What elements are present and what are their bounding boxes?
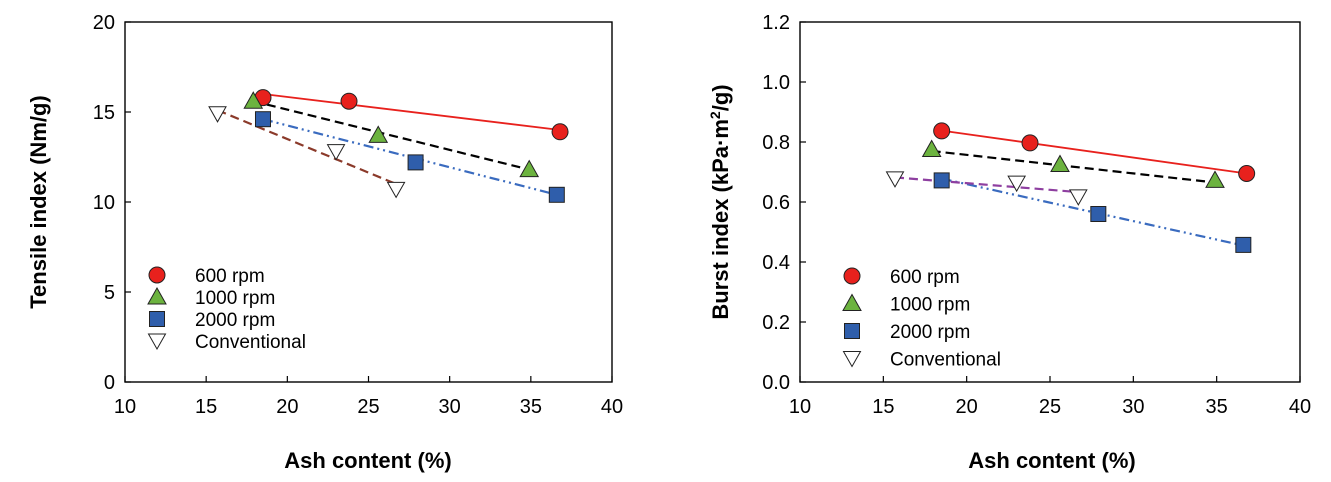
y-tick-label: 15 [93,102,115,124]
y-tick-label: 0.8 [762,132,790,154]
x-tick-label: 15 [872,396,894,418]
data-point [548,186,565,203]
data-point [254,111,271,128]
legend-marker [149,311,165,327]
y-ticks: 0.0 0.2 0.4 0.6 0.8 1.0 1.2 [762,12,806,394]
burst-chart: 10 15 20 25 30 35 40 0.0 0.2 0.4 0.6 0.8 1.0 1.2 600… [707,12,1311,473]
legend-label: 1000 rpm [890,295,970,316]
fit-line [262,93,561,131]
legend-marker [842,351,862,368]
data-point [326,144,346,161]
x-tick-label: 40 [601,396,623,418]
data-point [885,171,905,188]
data-point [551,123,569,141]
x-tick-label: 20 [276,396,298,418]
data-point [1090,206,1107,222]
x-ticks: 10 15 20 25 30 35 40 [789,376,1311,418]
y-tick-label: 1.2 [762,12,790,34]
x-ticks: 10 15 20 25 30 35 40 [114,376,623,418]
x-tick-label: 35 [520,396,542,418]
fit-line [894,176,1079,194]
y-ticks: 0 5 10 15 20 [93,12,131,394]
fit-lines [217,93,561,196]
y-axis-title-end: /g) [708,84,733,111]
data-point [1235,236,1252,253]
x-tick-label: 10 [789,396,811,418]
legend-label: 1000 rpm [195,288,275,309]
data-point [1238,165,1256,182]
x-tick-label: 35 [1206,396,1228,418]
y-tick-label: 0.6 [762,192,790,214]
y-tick-label: 10 [93,192,115,214]
legend-marker [147,333,167,351]
data-point [1021,134,1039,152]
data-point [407,154,424,171]
x-tick-label: 30 [1122,396,1144,418]
data-markers [208,89,569,203]
fit-line [941,129,1247,175]
data-point [386,181,406,199]
y-tick-label: 1.0 [762,72,790,94]
legend-marker [842,293,862,311]
y-tick-label: 20 [93,12,115,34]
legend-marker [843,267,861,285]
data-point [519,159,540,178]
x-tick-label: 20 [956,396,978,418]
legend-label: Conventional [890,350,1001,371]
y-tick-label: 0.2 [762,312,790,334]
x-tick-label: 25 [357,396,379,418]
data-markers [885,122,1256,253]
x-tick-label: 15 [195,396,217,418]
data-point [1007,175,1027,193]
fit-line [931,149,1216,184]
data-point [243,91,264,109]
y-tick-label: 5 [104,282,115,304]
y-axis-title: Tensile index (Nm/g) [26,95,51,309]
x-tick-label: 30 [439,396,461,418]
fit-line [217,109,397,186]
data-point [1205,170,1225,188]
legend-label: Conventional [195,332,306,353]
fit-line [252,100,530,171]
legend-label: 2000 rpm [195,310,275,331]
data-point [208,106,227,123]
data-point [1068,189,1088,206]
x-axis-title: Ash content (%) [968,448,1135,473]
data-point [921,139,942,157]
data-point [1050,154,1070,172]
legend-label: 600 rpm [195,266,265,287]
x-tick-label: 10 [114,396,136,418]
legend-marker [844,323,860,339]
legend-label: 2000 rpm [890,322,970,343]
y-axis-title-main: Burst index (kPa·m [708,119,733,320]
y-tick-label: 0.0 [762,372,790,394]
y-axis-title: Burst index (kPa·m2/g) [707,84,733,319]
legend-label: 600 rpm [890,267,960,288]
data-point [368,125,389,143]
legend-marker [148,266,166,284]
data-point [933,172,950,189]
legend: 600 rpm 1000 rpm 2000 rpm Conventional [842,267,1001,371]
x-axis-title: Ash content (%) [284,448,451,473]
y-tick-label: 0.4 [762,252,790,274]
x-tick-label: 40 [1289,396,1311,418]
y-tick-label: 0 [104,372,115,394]
data-point [340,92,358,110]
fit-lines [894,129,1247,247]
x-tick-label: 25 [1039,396,1061,418]
legend-marker [147,286,167,305]
y-axis-title-superscript: 2 [707,111,723,119]
data-point [933,122,951,140]
